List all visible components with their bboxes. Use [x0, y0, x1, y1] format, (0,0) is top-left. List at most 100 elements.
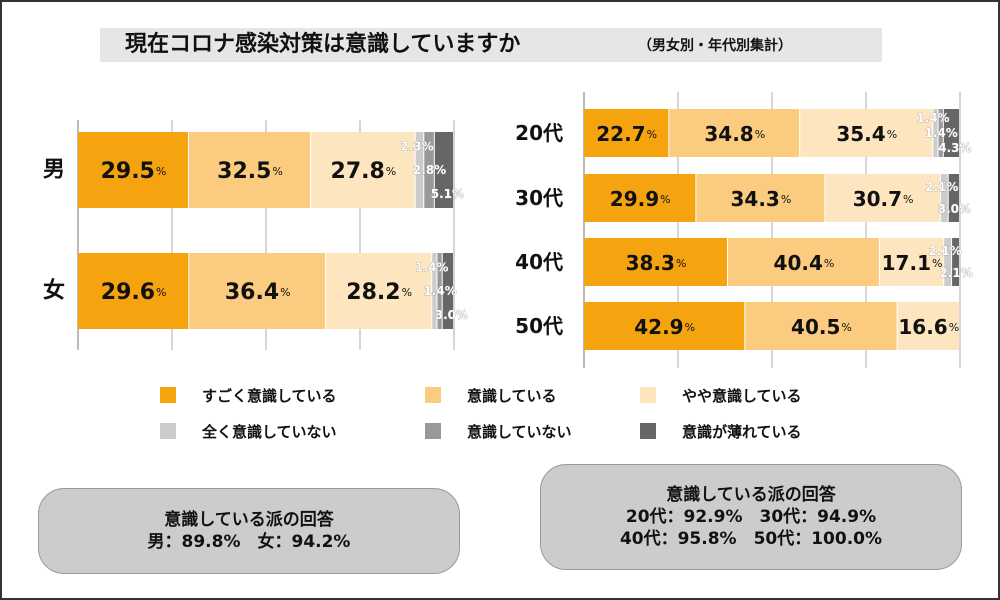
legend-swatch: [425, 423, 441, 439]
small-data-label: 3.0%: [435, 308, 468, 322]
summary-age-title: 意識している派の回答: [666, 485, 836, 505]
small-data-label: 1.4%: [415, 260, 448, 274]
data-label-value: 22.7: [596, 122, 645, 146]
bar-segment: [326, 253, 432, 329]
bar-segment: [415, 132, 424, 208]
bar-segment: [437, 253, 442, 329]
small-data-label: 5.1%: [431, 187, 464, 201]
summary-age-values-2: 40代：95.8% 50代：100.0%: [619, 529, 883, 549]
data-label-value: 29.6: [101, 280, 155, 305]
small-data-label: 1.4%: [925, 126, 958, 140]
bar-segment: [897, 302, 959, 350]
data-label-value: 16.6: [898, 315, 947, 339]
data-label-value: 29.9: [610, 187, 659, 211]
bar-segment: [442, 253, 453, 329]
bar-segment: [311, 132, 415, 208]
small-data-label: 4.3%: [938, 141, 971, 155]
data-label: 40.4%: [774, 251, 835, 275]
summary-age: 意識している派の回答 20代：92.9% 30代：94.9% 40代：95.8%…: [540, 464, 962, 570]
bar-segment: [952, 238, 959, 286]
data-label-unit: %: [755, 128, 765, 141]
data-label: 28.2%: [346, 280, 412, 305]
bar-segment: [584, 238, 728, 286]
bar-segment: [933, 109, 938, 157]
category-label: 男: [43, 158, 65, 183]
data-label-value: 38.3: [626, 251, 675, 275]
legend-swatch: [425, 387, 441, 403]
data-label: 17.1%: [882, 251, 943, 275]
small-data-label: 2.3%: [400, 139, 433, 153]
data-label-unit: %: [660, 193, 670, 206]
small-data-label: 1.4%: [423, 284, 456, 298]
data-label: 38.3%: [626, 251, 687, 275]
data-label: 30.7%: [853, 187, 914, 211]
data-label-unit: %: [781, 193, 791, 206]
small-data-label: 2.1%: [939, 266, 972, 280]
small-data-label: 3.0%: [938, 202, 971, 216]
data-label-unit: %: [824, 257, 834, 270]
legend-swatch: [640, 387, 656, 403]
data-label-value: 30.7: [853, 187, 902, 211]
bar-segment: [432, 253, 437, 329]
legend-label: 意識が薄れている: [682, 422, 802, 441]
legend-label: すごく意識している: [202, 386, 337, 405]
data-label-unit: %: [932, 257, 942, 270]
data-label-unit: %: [685, 321, 695, 334]
chart-title: 現在コロナ感染対策は意識していますか: [125, 32, 521, 57]
chart-subtitle: （男女別・年代別集計）: [638, 38, 792, 54]
data-label-value: 35.4: [836, 122, 885, 146]
data-label: 22.7%: [596, 122, 657, 146]
category-label: 40代: [515, 250, 563, 274]
bar-segment: [800, 109, 933, 157]
data-label-unit: %: [887, 128, 897, 141]
data-label-unit: %: [841, 321, 851, 334]
bar-segment: [584, 109, 669, 157]
legend-item-aware: 意識している: [425, 384, 557, 406]
summary-gender-title: 意識している派の回答: [164, 510, 334, 530]
small-data-label: 2.1%: [925, 180, 958, 194]
legend-label: 意識している: [467, 386, 557, 405]
legend-label: 意識していない: [467, 422, 572, 441]
bar-segment: [745, 302, 897, 350]
summary-gender: 意識している派の回答 男：89.8% 女：94.2%: [38, 488, 460, 574]
legend-item-not-aware: 意識していない: [425, 420, 572, 442]
data-label: 29.9%: [610, 187, 671, 211]
small-data-label: 1.4%: [916, 111, 949, 125]
bar-segment: [696, 174, 825, 222]
bar-segment: [434, 132, 453, 208]
data-label-unit: %: [272, 165, 282, 178]
data-label: 36.4%: [225, 280, 291, 305]
bar-segment: [584, 174, 696, 222]
data-label: 35.4%: [836, 122, 897, 146]
legend-label: やや意識している: [682, 386, 802, 405]
legend-item-awareness-fading: 意識が薄れている: [640, 420, 802, 442]
legend-swatch: [160, 387, 176, 403]
title-banner: [100, 28, 882, 62]
category-label: 女: [43, 278, 65, 304]
data-label: 29.6%: [101, 280, 167, 305]
data-label: 40.5%: [791, 315, 852, 339]
summary-age-values-1: 20代：92.9% 30代：94.9%: [625, 507, 877, 527]
bar-segment: [944, 238, 952, 286]
small-data-label: 2.8%: [413, 163, 446, 177]
data-label-unit: %: [156, 165, 166, 178]
data-label-value: 40.5: [791, 315, 840, 339]
bar-segment: [948, 174, 959, 222]
data-label: 34.3%: [731, 187, 792, 211]
data-label: 29.5%: [101, 159, 167, 184]
data-label: 27.8%: [331, 159, 397, 184]
data-label: 34.8%: [704, 122, 765, 146]
legend-item-not-aware-at-all: 全く意識していない: [160, 420, 337, 442]
legend-item-strongly-aware: すごく意識している: [160, 384, 337, 406]
data-label-value: 32.5: [217, 159, 271, 184]
data-label-unit: %: [156, 286, 166, 299]
legend-label: 全く意識していない: [202, 422, 337, 441]
data-label-value: 29.5: [101, 159, 155, 184]
legend-swatch: [160, 423, 176, 439]
data-label-value: 42.9: [634, 315, 683, 339]
bar-segment: [78, 132, 188, 208]
data-label-value: 27.8: [331, 159, 385, 184]
data-label-value: 40.4: [774, 251, 823, 275]
bar-segment: [584, 302, 745, 350]
bar-segment: [188, 132, 311, 208]
